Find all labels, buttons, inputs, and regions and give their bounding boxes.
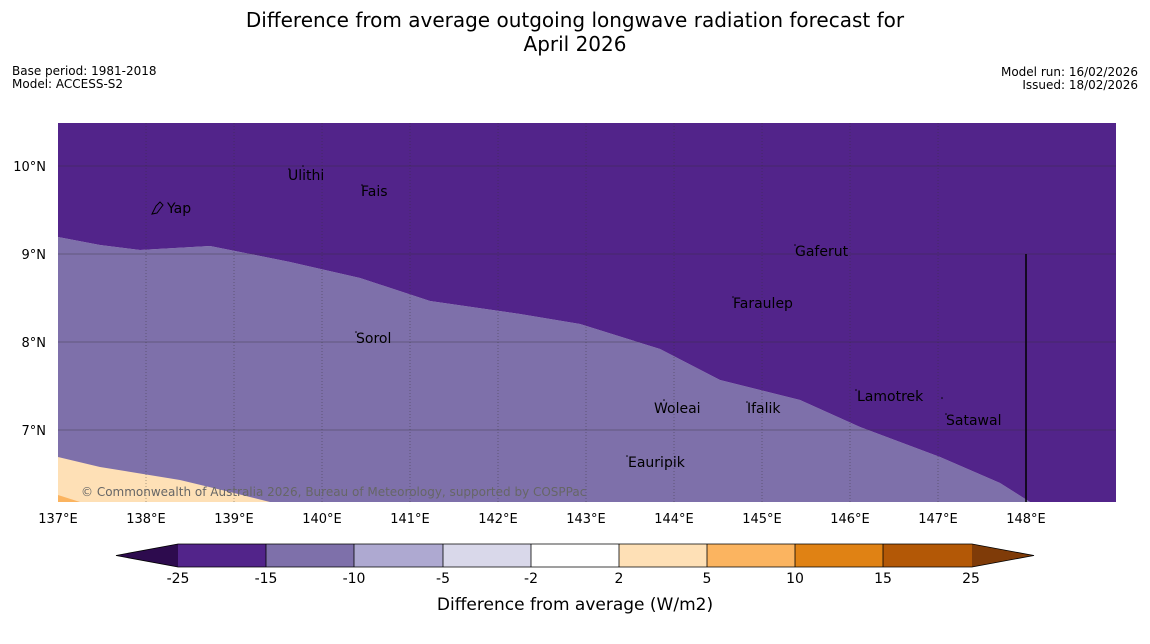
colorbar-label: Difference from average (W/m2) [437,595,713,615]
colorbar-tick-label: 10 [786,571,804,587]
colorbar-tick-label: 15 [874,571,892,587]
longitude-labels: 137°E 138°E 139°E 140°E 141°E 142°E 143°… [38,512,1046,527]
title-line-1: Difference from average outgoing longwav… [245,8,905,32]
lon-label-147e: 147°E [918,512,958,527]
place-label-gaferut: Gaferut [795,244,849,260]
longitude-gridlines [145,123,939,502]
latitude-labels: 10°N 9°N 8°N 7°N [13,160,46,439]
colorbar-tick-label: -15 [255,571,278,587]
place-label-faraulep: Faraulep [733,296,793,312]
model-run-label: Model run: 16/02/2026 [1000,65,1138,79]
colorbar-segment-9 [883,544,972,567]
lon-label-138e: 138°E [126,512,166,527]
colorbar-segment-3 [354,544,443,567]
band-light-orange [58,457,270,502]
model-label: Model: ACCESS-S2 [12,77,124,91]
place-label-woleai: Woleai [654,401,701,417]
lat-label-9n: 9°N [22,248,47,263]
colorbar-tick-label: 25 [962,571,980,587]
lon-label-146e: 146°E [830,512,870,527]
meta-left: Base period: 1981-2018 Model: ACCESS-S2 [12,65,157,91]
band-mid-purple [58,237,1030,502]
lon-label-141e: 141°E [390,512,430,527]
lon-label-142e: 142°E [478,512,518,527]
meta-right: Model run: 16/02/2026 Issued: 18/02/2026 [1001,66,1138,92]
issued-label: Issued: 18/02/2026 [1022,78,1138,92]
colorbar-segment-2 [266,544,354,567]
lat-label-8n: 8°N [22,336,47,351]
latitude-gridlines [58,165,1116,431]
colorbar: -25 -15 -10 -5 -2 2 5 10 15 25 Differenc… [115,543,1035,615]
colorbar-segment-8 [795,544,883,567]
colorbar-outline [115,543,1035,568]
place-label-yap: Yap [166,201,191,217]
lat-label-7n: 7°N [22,424,47,439]
lon-label-145e: 145°E [742,512,782,527]
colorbar-segment-7 [707,544,795,567]
place-label-ifalik: Ifalik [747,401,781,417]
title-line-2: April 2026 [523,32,627,56]
colorbar-tick-label: -10 [343,571,366,587]
colorbar-segment-5 [531,544,619,567]
map-area: Yap Ulithi Fais Gaferut Faraulep Sorol W… [58,123,1116,502]
place-label-sorol: Sorol [356,331,391,347]
colorbar-segment-6 [619,544,707,567]
yap-island-shape [151,201,164,215]
colorbar-tick-label: 5 [703,571,712,587]
colorbar-segment-1 [178,544,266,567]
place-label-lamotrek: Lamotrek [857,389,924,405]
colorbar-tick-label: -25 [167,571,190,587]
colorbar-segment-4 [443,544,531,567]
colorbar-tick-label: -2 [524,571,538,587]
chart-title: Difference from average outgoing longwav… [0,8,1150,56]
place-label-satawal: Satawal [946,413,1001,429]
colorbar-tick-label: -5 [436,571,450,587]
colorbar-over-arrow [972,544,1034,567]
lon-label-144e: 144°E [654,512,694,527]
copyright-notice: © Commonwealth of Australia 2026, Bureau… [81,485,586,499]
island-markers [288,165,947,457]
colorbar-under-arrow [116,544,178,567]
place-label-eauripik: Eauripik [628,455,686,471]
place-label-fais: Fais [361,184,388,200]
lon-label-137e: 137°E [38,512,78,527]
lon-label-143e: 143°E [566,512,606,527]
band-orange [58,495,80,502]
place-label-ulithi: Ulithi [288,168,324,184]
lon-label-140e: 140°E [302,512,342,527]
lon-label-139e: 139°E [214,512,254,527]
band-dark-purple [58,123,1116,502]
lon-label-148e: 148°E [1006,512,1046,527]
base-period-label: Base period: 1981-2018 [12,64,157,78]
lat-label-10n: 10°N [13,160,46,175]
colorbar-tick-label: 2 [615,571,624,587]
